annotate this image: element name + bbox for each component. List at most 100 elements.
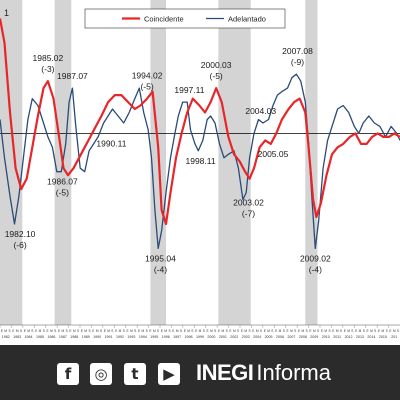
x-tick-month: M bbox=[187, 329, 190, 333]
x-tick-year: 2009 bbox=[310, 335, 318, 339]
x-tick-month: E bbox=[344, 329, 346, 333]
x-tick-month: S bbox=[363, 329, 365, 333]
brand-logo: INEGI Informa bbox=[196, 359, 331, 387]
x-tick-year: 2000 bbox=[207, 335, 215, 339]
x-tick-year: 1990 bbox=[93, 335, 101, 339]
x-tick-month: E bbox=[161, 329, 163, 333]
x-tick-month: M bbox=[73, 329, 76, 333]
x-tick-month: E bbox=[229, 329, 231, 333]
x-tick-month: M bbox=[267, 329, 270, 333]
x-tick-month: E bbox=[47, 329, 49, 333]
x-tick-month: S bbox=[111, 329, 113, 333]
x-tick-month: S bbox=[306, 329, 308, 333]
x-tick-month: M bbox=[233, 329, 236, 333]
annotation-date: 2003.02 bbox=[233, 198, 264, 208]
x-tick-month: E bbox=[321, 329, 323, 333]
x-tick-month: S bbox=[260, 329, 262, 333]
x-tick-year: 1986 bbox=[47, 335, 55, 339]
x-tick-year: 1998 bbox=[185, 335, 193, 339]
x-tick-month: E bbox=[127, 329, 129, 333]
x-tick-year: 1996 bbox=[162, 335, 170, 339]
x-tick-month: S bbox=[43, 329, 45, 333]
x-tick-month: S bbox=[283, 329, 285, 333]
x-tick-month: E bbox=[1, 329, 3, 333]
annotation-date: 2007.08 bbox=[282, 46, 313, 56]
facebook-icon[interactable]: f bbox=[57, 363, 79, 385]
x-tick-month: E bbox=[115, 329, 117, 333]
instagram-icon[interactable]: ◎ bbox=[90, 363, 112, 385]
brand-suffix: Informa bbox=[256, 360, 331, 385]
annotation-date: 1990.11 bbox=[96, 138, 126, 148]
recession-band bbox=[218, 0, 251, 325]
x-tick-year: 2007 bbox=[287, 335, 295, 339]
x-tick-month: S bbox=[340, 329, 342, 333]
x-tick-month: M bbox=[382, 329, 385, 333]
twitter-icon[interactable]: t bbox=[124, 363, 146, 385]
annotation-lag: (-5) bbox=[140, 82, 153, 92]
x-tick-year: 1988 bbox=[70, 335, 78, 339]
x-tick-month: E bbox=[309, 329, 311, 333]
annotation-date: 2000.03 bbox=[201, 60, 232, 70]
x-tick-month: M bbox=[142, 329, 145, 333]
x-tick-month: E bbox=[389, 329, 391, 333]
x-tick-month: M bbox=[39, 329, 42, 333]
x-tick-year: 1992 bbox=[116, 335, 124, 339]
annotation-date: 1994.02 bbox=[132, 71, 163, 81]
x-tick-month: S bbox=[271, 329, 273, 333]
annotation-lag: (-5) bbox=[210, 71, 223, 81]
x-tick-month: E bbox=[172, 329, 174, 333]
x-tick-month: E bbox=[138, 329, 140, 333]
x-tick-year: 1991 bbox=[105, 335, 113, 339]
x-tick-year: 2013 bbox=[356, 335, 364, 339]
x-tick-year: 1994 bbox=[139, 335, 147, 339]
x-tick-month: S bbox=[237, 329, 239, 333]
x-tick-month: E bbox=[12, 329, 14, 333]
x-tick-month: S bbox=[123, 329, 125, 333]
x-tick-month: S bbox=[88, 329, 90, 333]
x-tick-year: 1987 bbox=[59, 335, 67, 339]
annotation-date: 1985.02 bbox=[33, 53, 64, 63]
x-tick-year: 2015 bbox=[379, 335, 387, 339]
x-tick-month: E bbox=[298, 329, 300, 333]
x-tick-month: S bbox=[248, 329, 250, 333]
x-tick-year: 2008 bbox=[299, 335, 307, 339]
x-tick-year: 2003 bbox=[242, 335, 250, 339]
x-tick-month: M bbox=[324, 329, 327, 333]
x-tick-year: 1995 bbox=[150, 335, 158, 339]
x-tick-month: S bbox=[386, 329, 388, 333]
x-tick-month: M bbox=[313, 329, 316, 333]
x-tick-month: E bbox=[378, 329, 380, 333]
x-tick-month: E bbox=[367, 329, 369, 333]
annotation-date: 1995.04 bbox=[145, 253, 176, 263]
x-tick-year: 2004 bbox=[253, 335, 261, 339]
x-tick-year: 2010 bbox=[322, 335, 330, 339]
x-tick-month: E bbox=[24, 329, 26, 333]
series-line-adelantado bbox=[0, 73, 400, 250]
x-tick-month: M bbox=[96, 329, 99, 333]
x-tick-month: M bbox=[210, 329, 213, 333]
annotation-date: 1986.07 bbox=[47, 177, 78, 187]
x-tick-month: M bbox=[27, 329, 30, 333]
x-tick-year: 2012 bbox=[345, 335, 353, 339]
annotation-lag: (-7) bbox=[242, 209, 255, 219]
annotation-lag: (-6) bbox=[13, 240, 26, 250]
x-tick-month: M bbox=[84, 329, 87, 333]
x-tick-month: M bbox=[347, 329, 350, 333]
x-tick-year: 2011 bbox=[333, 335, 341, 339]
x-tick-month: M bbox=[130, 329, 133, 333]
x-tick-month: M bbox=[359, 329, 362, 333]
x-tick-year: 2014 bbox=[367, 335, 375, 339]
legend-box bbox=[84, 8, 286, 29]
x-tick-month: S bbox=[77, 329, 79, 333]
x-tick-month: M bbox=[62, 329, 65, 333]
x-tick-month: E bbox=[195, 329, 197, 333]
x-tick-month: S bbox=[374, 329, 376, 333]
x-tick-month: M bbox=[244, 329, 247, 333]
x-tick-month: S bbox=[157, 329, 159, 333]
annotation-lag: (-9) bbox=[291, 57, 304, 67]
x-tick-month: M bbox=[279, 329, 282, 333]
youtube-icon[interactable]: ▶ bbox=[158, 363, 180, 385]
x-tick-year: 1999 bbox=[196, 335, 204, 339]
annotation-lag: (-4) bbox=[309, 264, 322, 274]
x-tick-month: M bbox=[393, 329, 396, 333]
